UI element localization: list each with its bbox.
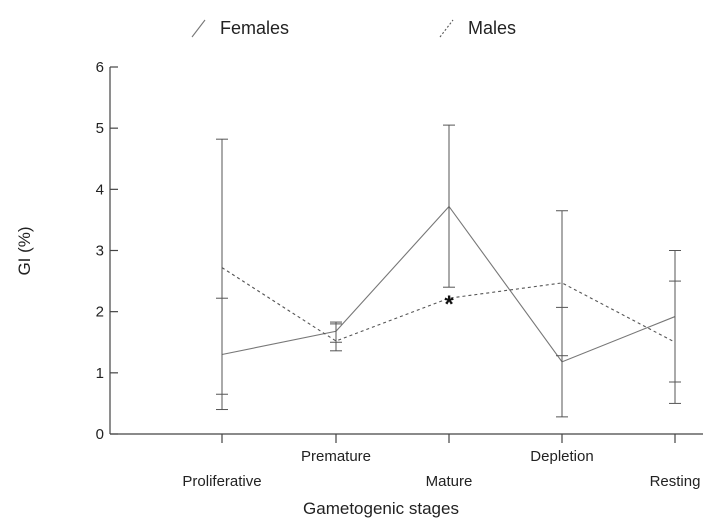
- x-tick-label: Proliferative: [182, 473, 261, 490]
- x-tick-label: Premature: [301, 448, 371, 465]
- legend-label: Males: [468, 18, 516, 38]
- legend-item-males: Males: [439, 18, 516, 38]
- legend: Females Males: [191, 18, 516, 38]
- y-tick-label: 0: [96, 426, 104, 443]
- x-axis-title: Gametogenic stages: [303, 499, 459, 518]
- x-tick-label: Mature: [426, 473, 473, 490]
- x-tick-label: Depletion: [530, 448, 593, 465]
- y-tick-label: 5: [96, 120, 104, 137]
- y-axis-title: GI (%): [15, 226, 34, 275]
- axes: 0 1 2 3 4 5 6 Proliferative Premature Mature Deple…: [96, 59, 703, 490]
- y-tick-label: 4: [96, 181, 104, 198]
- y-tick-label: 1: [96, 365, 104, 382]
- y-tick-label: 3: [96, 243, 104, 260]
- legend-swatch: [191, 19, 206, 38]
- annotation-layer: *: [444, 291, 454, 318]
- x-tick-label: Resting: [650, 473, 701, 490]
- legend-label: Females: [220, 18, 289, 38]
- series-line: [221, 267, 676, 343]
- legend-item-females: Females: [191, 18, 289, 38]
- significance-marker: *: [444, 291, 454, 318]
- y-tick-label: 6: [96, 59, 104, 76]
- series-layer: [216, 124, 681, 418]
- series-males: [216, 138, 681, 404]
- legend-swatch: [439, 19, 454, 38]
- y-tick-label: 2: [96, 304, 104, 321]
- series-females: [216, 124, 681, 418]
